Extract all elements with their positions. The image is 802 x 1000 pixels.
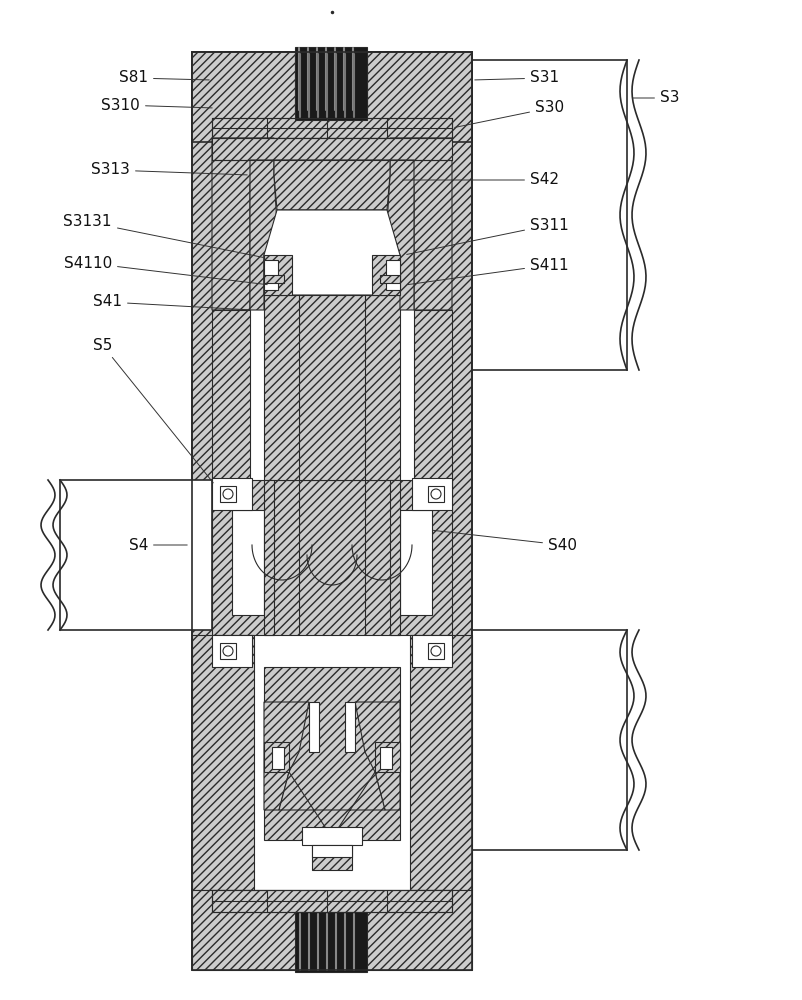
Bar (428, 643, 444, 659)
Bar (380, 747, 392, 769)
Text: S81: S81 (119, 70, 209, 86)
Bar (295, 47, 367, 112)
Bar (212, 118, 452, 138)
Polygon shape (264, 210, 400, 295)
Bar (410, 635, 472, 890)
Polygon shape (250, 160, 277, 310)
Polygon shape (274, 160, 390, 210)
Bar (295, 912, 367, 972)
Text: S3: S3 (633, 91, 679, 105)
Bar (220, 643, 236, 659)
Bar (390, 480, 400, 635)
Bar (386, 260, 400, 290)
Bar (264, 260, 278, 290)
Bar (472, 60, 627, 370)
Bar (212, 478, 252, 510)
Bar (212, 138, 452, 160)
Text: S4110: S4110 (63, 255, 267, 285)
Text: S41: S41 (93, 294, 249, 310)
Bar (309, 702, 319, 752)
Bar (272, 747, 284, 769)
Polygon shape (212, 138, 274, 310)
Polygon shape (264, 667, 400, 870)
Polygon shape (264, 295, 400, 480)
Bar (212, 890, 452, 912)
Polygon shape (387, 160, 414, 310)
Bar (60, 480, 212, 630)
Bar (212, 480, 452, 635)
Bar (302, 827, 362, 845)
Bar (232, 510, 264, 615)
Bar (428, 486, 444, 502)
Bar (212, 890, 452, 912)
Bar (192, 635, 254, 890)
Text: S311: S311 (407, 218, 569, 254)
Text: S31: S31 (475, 70, 559, 86)
Bar (372, 255, 400, 295)
Bar (412, 635, 452, 667)
Bar (212, 310, 250, 490)
Bar (375, 742, 400, 772)
Bar (472, 630, 627, 850)
Bar (264, 742, 289, 772)
Bar (312, 845, 352, 857)
Bar (412, 478, 452, 510)
Bar (212, 118, 452, 138)
Polygon shape (355, 702, 400, 810)
Polygon shape (279, 772, 385, 830)
Text: S3131: S3131 (63, 215, 263, 257)
Bar (380, 275, 400, 283)
Text: S30: S30 (455, 101, 564, 127)
Bar (192, 890, 472, 970)
Bar (212, 130, 452, 890)
Text: S5: S5 (92, 338, 213, 483)
Text: S313: S313 (91, 162, 247, 178)
Polygon shape (192, 52, 472, 970)
Bar (345, 702, 355, 752)
Text: S40: S40 (433, 530, 577, 552)
Polygon shape (390, 138, 452, 310)
Text: S310: S310 (101, 98, 213, 112)
Bar (192, 52, 472, 142)
Bar (212, 635, 252, 667)
Bar (192, 52, 472, 970)
Bar (400, 510, 432, 615)
Bar (295, 52, 367, 120)
Polygon shape (264, 702, 309, 810)
Bar (220, 486, 236, 502)
Text: S4: S4 (128, 538, 187, 552)
Text: S42: S42 (403, 172, 559, 188)
Text: S411: S411 (407, 257, 569, 285)
Bar (264, 275, 284, 283)
Bar (264, 480, 274, 635)
Bar (264, 255, 292, 295)
Bar (414, 310, 452, 490)
